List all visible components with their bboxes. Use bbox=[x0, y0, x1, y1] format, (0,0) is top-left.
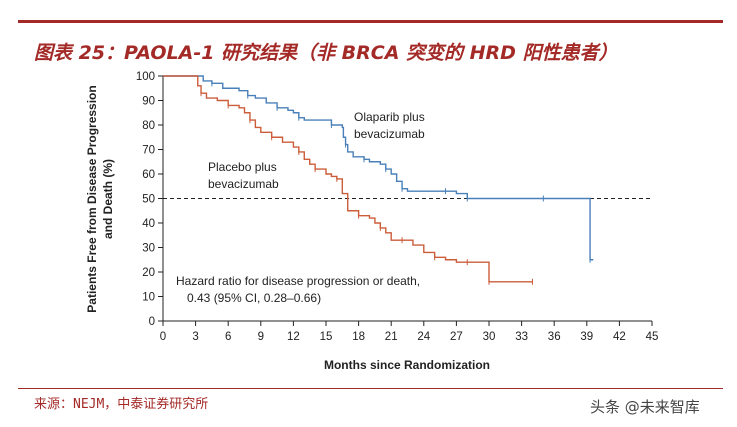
series-group bbox=[163, 75, 594, 285]
olaparib-series-label-1: Olaparib plus bbox=[354, 110, 425, 124]
olaparib-series-label-2: bevacizumab bbox=[354, 127, 425, 141]
x-tick-label: 39 bbox=[580, 331, 593, 343]
figure-title: 图表 25：PAOLA-1 研究结果（非 BRCA 突变的 HRD 阳性患者） bbox=[34, 42, 618, 64]
y-tick-label: 60 bbox=[142, 169, 155, 181]
y-axis-label-line2: and Death (%) bbox=[101, 159, 115, 239]
x-axis-label: Months since Randomization bbox=[324, 358, 490, 372]
x-tick-label: 42 bbox=[613, 331, 626, 343]
placebo-survival-curve bbox=[163, 75, 533, 283]
placebo-series-label-1: Placebo plus bbox=[208, 160, 277, 174]
title-top-rule bbox=[18, 20, 723, 23]
y-tick-label: 0 bbox=[149, 316, 155, 328]
x-tick-label: 12 bbox=[287, 331, 300, 343]
x-tick-label: 15 bbox=[320, 331, 333, 343]
x-tick-label: 27 bbox=[450, 331, 463, 343]
chart-labels: Olaparib plus bevacizumab Placebo plus b… bbox=[85, 85, 490, 372]
x-tick-label: 30 bbox=[483, 331, 496, 343]
x-tick-label: 18 bbox=[352, 331, 365, 343]
x-tick-label: 45 bbox=[646, 331, 659, 343]
x-tick-label: 24 bbox=[417, 331, 430, 343]
km-chart: 0 3 6 9 12 15 18 21 24 27 30 33 36 39 42 45010203040506… bbox=[85, 71, 659, 372]
y-tick-label: 10 bbox=[142, 292, 155, 304]
x-tick-label: 3 bbox=[192, 331, 198, 343]
y-axis-label-line1: Patients Free from Disease Progression bbox=[85, 85, 99, 312]
chart-axes: 0 3 6 9 12 15 18 21 24 27 30 33 36 39 42 45010203040506… bbox=[136, 71, 659, 343]
y-tick-label: 90 bbox=[142, 96, 155, 108]
y-tick-label: 50 bbox=[142, 194, 155, 206]
x-tick-label: 0 bbox=[160, 331, 166, 343]
y-tick-label: 100 bbox=[136, 71, 155, 83]
y-tick-label: 30 bbox=[142, 243, 155, 255]
hazard-ratio-annotation-1: Hazard ratio for disease progression or … bbox=[176, 274, 420, 288]
y-tick-label: 80 bbox=[142, 120, 155, 132]
y-tick-label: 70 bbox=[142, 145, 155, 157]
source-note: 来源：NEJM，中泰证券研究所 bbox=[34, 397, 209, 412]
watermark: 头条 @未来智库 bbox=[590, 398, 700, 416]
footer-rule bbox=[18, 388, 723, 389]
x-tick-label: 21 bbox=[385, 331, 398, 343]
hazard-ratio-annotation-2: 0.43 (95% CI, 0.28–0.66) bbox=[187, 291, 321, 305]
y-tick-label: 20 bbox=[142, 267, 155, 279]
y-tick-label: 40 bbox=[142, 218, 155, 230]
x-tick-label: 6 bbox=[225, 331, 231, 343]
x-tick-label: 36 bbox=[548, 331, 561, 343]
x-tick-label: 33 bbox=[515, 331, 528, 343]
placebo-series-label-2: bevacizumab bbox=[208, 177, 279, 191]
x-tick-label: 9 bbox=[258, 331, 264, 343]
